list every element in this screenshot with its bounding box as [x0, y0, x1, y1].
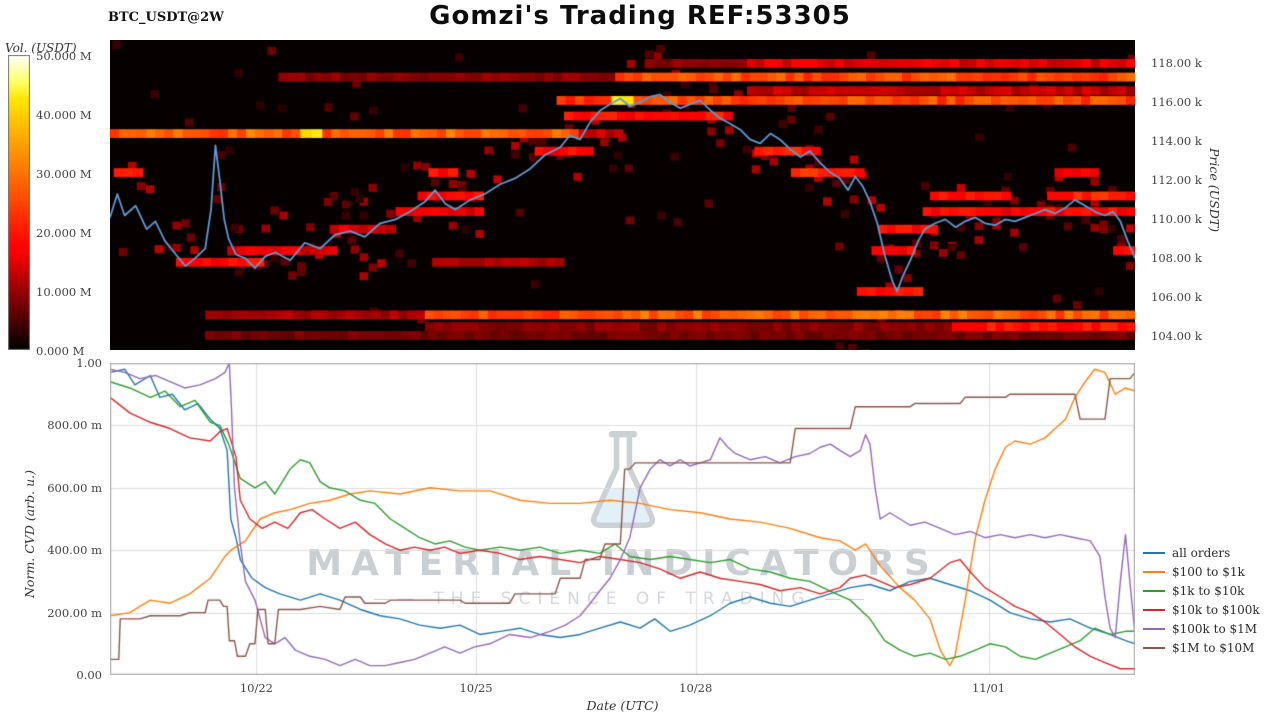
legend-label: $10k to $100k	[1172, 603, 1260, 617]
legend-swatch-icon	[1143, 647, 1165, 649]
date-axis-label: Date (UTC)	[586, 698, 659, 713]
legend-swatch-icon	[1143, 552, 1165, 554]
price-tick-label: 108.00 k	[1151, 251, 1202, 266]
price-tick-label: 116.00 k	[1151, 95, 1202, 110]
page-title: Gomzi's Trading REF:53305	[429, 1, 851, 31]
legend-item: $1M to $10M	[1143, 641, 1260, 655]
cvd-chart-panel: MATERIAL INDICATORS —— THE SCIENCE OF TR…	[110, 363, 1135, 675]
price-tick-label: 118.00 k	[1151, 56, 1202, 71]
colorbar-tick-label: 40.000 M	[36, 108, 92, 122]
price-tick-label: 112.00 k	[1151, 173, 1202, 188]
legend-swatch-icon	[1143, 609, 1165, 611]
legend-label: all orders	[1172, 546, 1231, 560]
legend-label: $100 to $1k	[1172, 565, 1245, 579]
colorbar-tick-label: 20.000 M	[36, 226, 92, 240]
legend-item: all orders	[1143, 546, 1260, 560]
price-tick-label: 104.00 k	[1151, 329, 1202, 344]
colorbar-tick-label: 50.000 M	[36, 49, 92, 63]
colorbar-tick-label: 30.000 M	[36, 167, 92, 181]
legend-item: $100k to $1M	[1143, 622, 1260, 636]
price-tick-label: 114.00 k	[1151, 134, 1202, 149]
legend-item: $1k to $10k	[1143, 584, 1260, 598]
legend-swatch-icon	[1143, 628, 1165, 630]
legend-label: $1M to $10M	[1172, 641, 1255, 655]
colorbar-title: Vol. (USDT)	[5, 41, 77, 55]
legend-swatch-icon	[1143, 590, 1165, 592]
cvd-ytick-label: 1.00	[76, 356, 102, 370]
legend-item: $10k to $100k	[1143, 603, 1260, 617]
price-axis-label: Price (USDT)	[1207, 148, 1222, 232]
symbol-label: BTC_USDT@2W	[108, 10, 224, 25]
cvd-ytick-label: 600.00 m	[47, 480, 102, 495]
colorbar-tick-label: 10.000 M	[36, 285, 92, 299]
volume-colorbar	[8, 55, 30, 350]
volume-heatmap-canvas	[110, 40, 1135, 350]
date-tick-label: 10/25	[459, 681, 493, 695]
legend-item: $100 to $1k	[1143, 565, 1260, 579]
legend-label: $100k to $1M	[1172, 622, 1258, 636]
cvd-ytick-label: 800.00 m	[47, 418, 102, 433]
cvd-ytick-label: 400.00 m	[47, 543, 102, 558]
date-tick-label: 10/28	[679, 681, 713, 695]
price-tick-label: 110.00 k	[1151, 212, 1202, 227]
cvd-ytick-label: 200.00 m	[47, 605, 102, 620]
legend-label: $1k to $10k	[1172, 584, 1245, 598]
legend-swatch-icon	[1143, 571, 1165, 573]
date-tick-label: 11/01	[971, 681, 1006, 695]
volume-heatmap-panel	[110, 40, 1135, 350]
cvd-line-canvas	[110, 363, 1135, 675]
colorbar-tick-label: 0.000 M	[36, 344, 85, 358]
price-tick-label: 106.00 k	[1151, 290, 1202, 305]
date-tick-label: 10/22	[239, 681, 273, 695]
legend: all orders $100 to $1k $1k to $10k $10k to …	[1143, 546, 1260, 655]
cvd-ytick-label: 0.00	[76, 668, 102, 682]
